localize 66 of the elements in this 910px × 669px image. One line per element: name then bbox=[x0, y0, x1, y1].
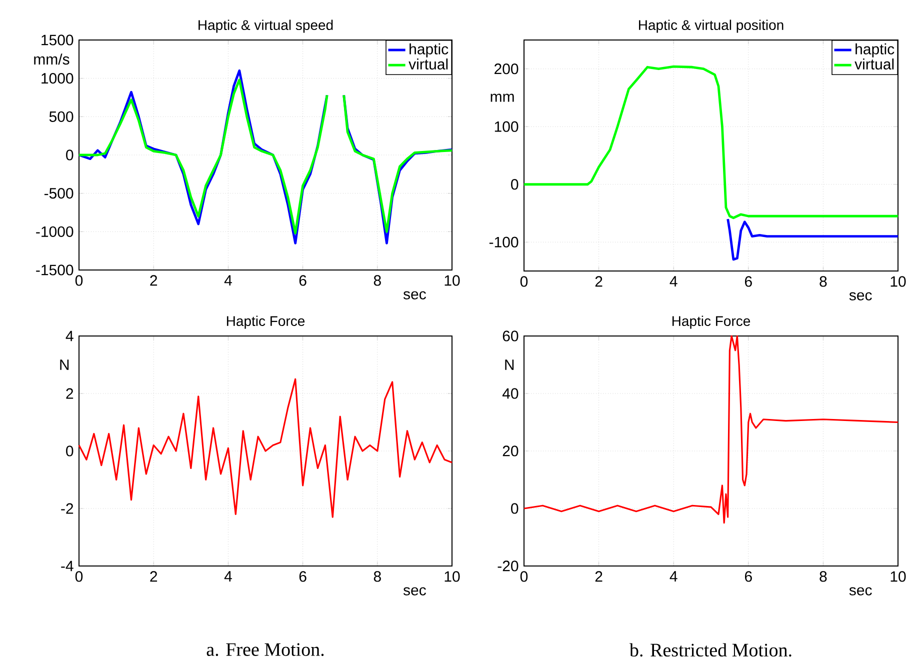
x-tick-label: 6 bbox=[299, 571, 306, 582]
x-tick-label: 8 bbox=[374, 571, 381, 582]
chart-title: Haptic Force bbox=[672, 316, 750, 329]
y-tick-label: -4 bbox=[61, 560, 74, 572]
y-tick-label: 60 bbox=[502, 330, 518, 342]
y-tick-label: 0 bbox=[66, 446, 74, 456]
x-tick-label: 2 bbox=[595, 571, 602, 582]
x-tick-label: 4 bbox=[670, 276, 678, 287]
y-tick-label: 1500 bbox=[42, 34, 74, 46]
y-tick-label: 0 bbox=[511, 503, 518, 514]
x-tick-label: 6 bbox=[745, 276, 752, 287]
y-axis-title: N bbox=[60, 360, 69, 370]
x-axis-title: sec bbox=[403, 587, 426, 596]
x-tick-label: 10 bbox=[890, 276, 906, 287]
x-tick-label: 4 bbox=[224, 275, 232, 286]
y-tick-label: 2 bbox=[66, 388, 74, 399]
x-axis-title: sec bbox=[403, 291, 426, 300]
y-tick-label: -1000 bbox=[36, 226, 74, 237]
y-tick-label: 4 bbox=[66, 330, 74, 342]
text: a. Free Motion. bbox=[206, 643, 324, 656]
x-tick-label: 8 bbox=[374, 275, 381, 286]
y-tick-label: -100 bbox=[489, 236, 518, 248]
line-series bbox=[78, 378, 453, 518]
y-tick-label: -2 bbox=[61, 503, 74, 514]
y-tick-label: 100 bbox=[494, 121, 518, 132]
x-tick-label: 8 bbox=[820, 571, 827, 582]
x-tick-label: 0 bbox=[75, 275, 83, 286]
x-tick-label: 4 bbox=[670, 571, 678, 582]
y-axis-title: mm/s bbox=[34, 54, 70, 65]
x-tick-label: 8 bbox=[820, 276, 827, 287]
text: b. Restricted Motion. bbox=[629, 643, 792, 657]
x-tick-label: 10 bbox=[890, 571, 906, 582]
x-tick-label: 10 bbox=[444, 275, 460, 286]
y-tick-label: 40 bbox=[502, 388, 518, 399]
y-tick-label: 1000 bbox=[42, 73, 74, 84]
y-tick-label: 0 bbox=[511, 179, 518, 190]
x-tick-label: 4 bbox=[224, 571, 232, 582]
x-tick-label: 0 bbox=[520, 571, 528, 582]
line-series bbox=[523, 335, 899, 524]
x-axis-title: sec bbox=[849, 587, 872, 596]
y-tick-label: 20 bbox=[502, 446, 518, 456]
y-tick-label: 200 bbox=[494, 64, 518, 74]
legend-label: haptic bbox=[410, 43, 448, 58]
chart-title: Haptic & virtual position bbox=[639, 20, 784, 33]
x-tick-label: 0 bbox=[75, 571, 83, 582]
y-axis-title: N bbox=[505, 360, 514, 370]
legend-label: haptic bbox=[856, 43, 894, 58]
y-tick-label: -20 bbox=[498, 560, 518, 572]
x-tick-label: 2 bbox=[150, 275, 158, 286]
y-tick-label: -1500 bbox=[36, 264, 74, 276]
y-tick-label: 0 bbox=[66, 150, 74, 160]
legend-label: virtual bbox=[854, 58, 894, 70]
y-axis-title: mm bbox=[490, 94, 514, 102]
chart-title: Haptic Force bbox=[226, 316, 305, 329]
x-tick-label: 6 bbox=[745, 571, 752, 582]
legend-label: virtual bbox=[408, 58, 448, 70]
chart-title: Haptic & virtual speed bbox=[198, 20, 333, 33]
x-axis-title: sec bbox=[849, 292, 872, 300]
x-tick-label: 2 bbox=[595, 276, 602, 287]
y-tick-label: -500 bbox=[44, 188, 74, 199]
line-series bbox=[726, 218, 900, 261]
x-tick-label: 0 bbox=[520, 276, 528, 287]
x-tick-label: 6 bbox=[299, 275, 306, 286]
x-tick-label: 2 bbox=[150, 571, 158, 582]
x-tick-label: 10 bbox=[444, 571, 460, 582]
y-tick-label: 500 bbox=[49, 111, 74, 122]
